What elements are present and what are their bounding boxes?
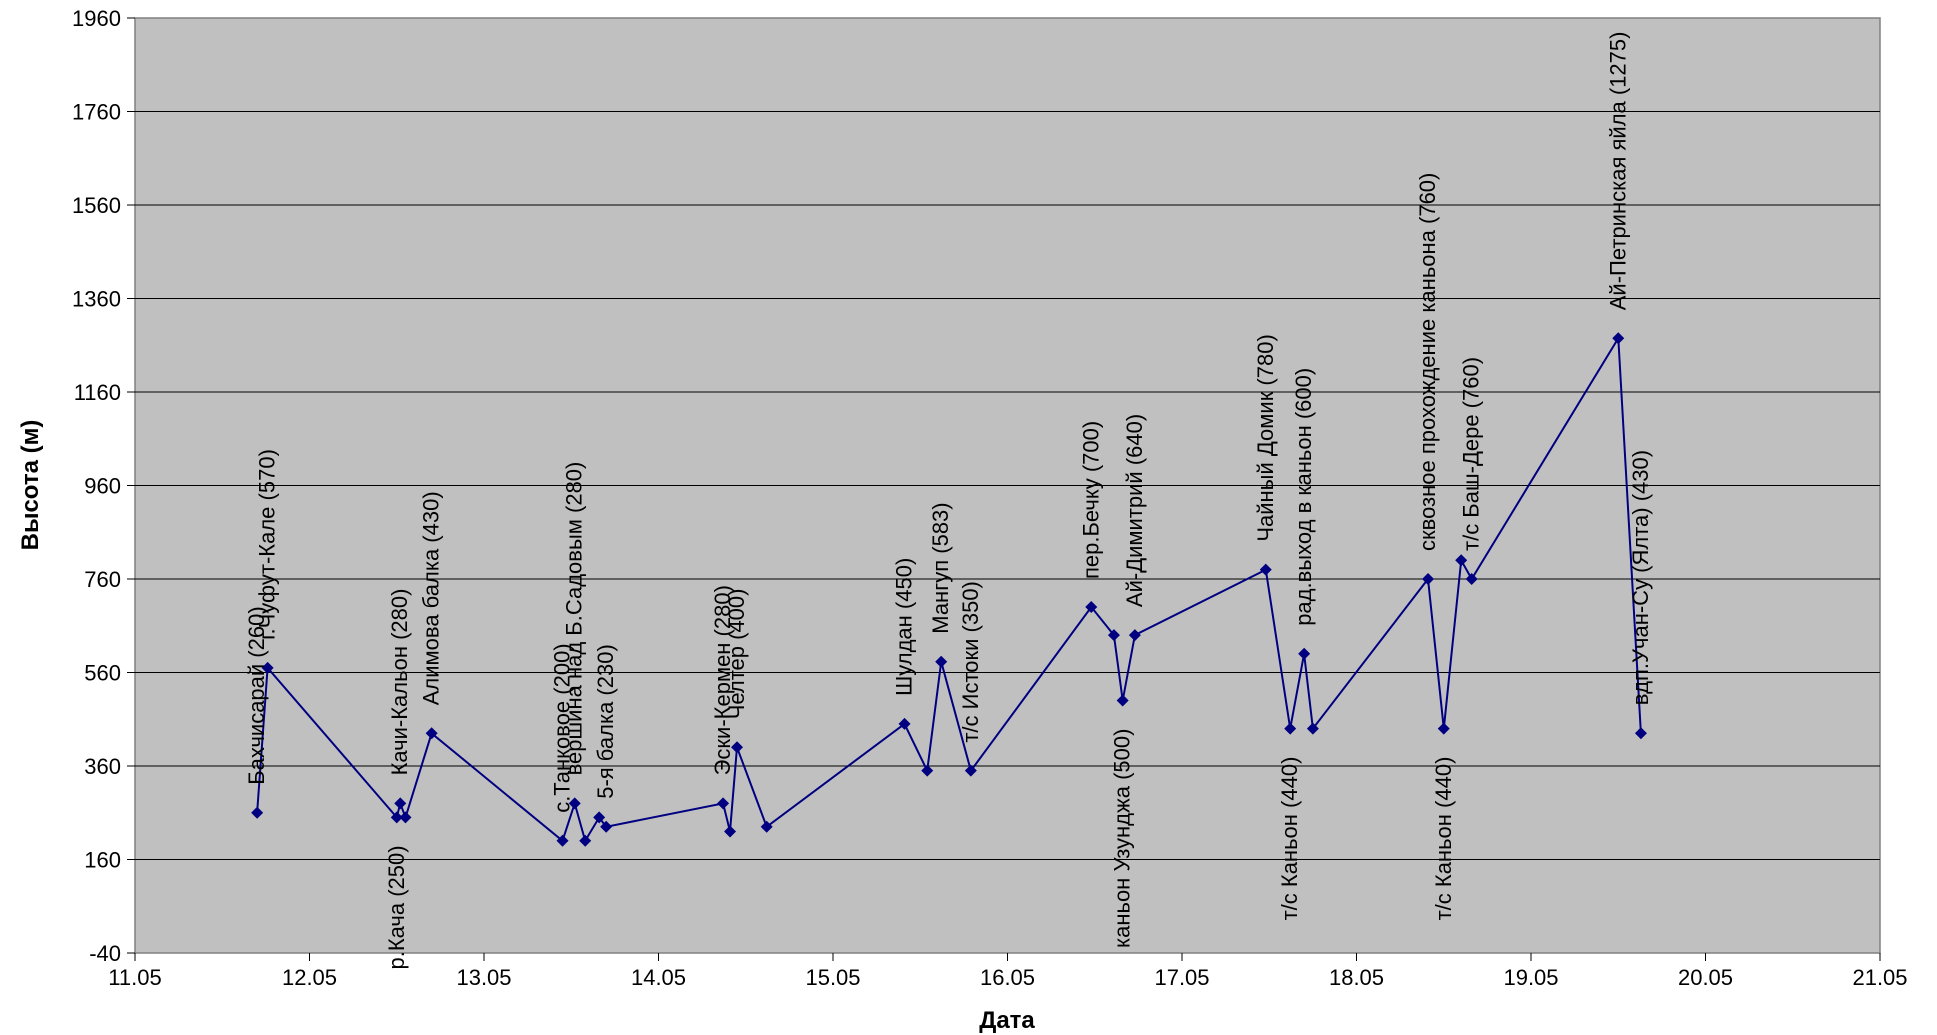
data-label: рад.выход в каньон (600) [1291,368,1316,626]
gridlines [135,111,1880,860]
y-tick-label: 160 [84,848,121,873]
data-point [964,764,977,777]
data-point [593,811,606,824]
data-label: Ай-Петринская яйла (1275) [1605,32,1630,311]
data-point [600,820,613,833]
x-tick-label: 17.05 [1154,965,1209,990]
x-tick-label: 20.05 [1678,965,1733,990]
data-label: Качи-Кальон (280) [387,589,412,776]
x-tick-label: 18.05 [1329,965,1384,990]
data-label: Шулдан (450) [892,558,917,696]
y-tick-label: 760 [84,567,121,592]
data-label: т/с Каньон (440) [1277,757,1302,921]
data-label: Ай-Димитрий (640) [1122,414,1147,607]
data-markers [251,332,1647,847]
data-point [1465,573,1478,585]
data-label: Алимова балка (430) [419,491,444,705]
data-point [251,806,264,819]
data-point [579,834,592,847]
x-axis-title: Дата [979,1007,1035,1034]
data-point [1116,694,1129,707]
data-point [556,834,569,847]
x-tick-label: 14.05 [631,965,686,990]
data-label: сквозное прохождение каньона (760) [1415,173,1440,551]
y-tick-label: 1360 [72,287,121,312]
y-tick-label: 560 [84,661,121,686]
point-labels: Бахчисарай (260)г.Чуфут-Кале (570) р.Кача… [244,32,1653,970]
data-label: Бахчисарай (260) [244,606,269,784]
data-point [390,811,403,824]
x-axis-ticks: 11.05 12.05 13.05 14.05 15.05 16.05 17.05 18.05… [108,953,1908,990]
data-point [898,717,911,730]
data-point [724,825,737,838]
x-tick-label: 12.05 [282,965,337,990]
data-point [1085,601,1098,614]
data-label: 5-я балка (230) [593,644,618,799]
data-label: Эски-Кермен (280) [710,585,735,775]
y-tick-label: 1960 [72,6,121,31]
data-point [760,820,773,833]
y-axis-ticks: -40 160 360 560 760 960 1160 1360 1560 1760 1960 [72,6,135,966]
y-tick-label: 1560 [72,193,121,218]
data-point [568,797,581,810]
y-tick-label: 960 [84,474,121,499]
data-point [1612,332,1625,345]
data-label: Чайный Домик (780) [1253,334,1278,541]
data-point [394,797,407,810]
y-tick-label: 1160 [74,380,121,405]
data-point [1128,629,1141,642]
data-point [921,764,934,777]
data-label: Челтер (400) [724,589,749,720]
data-point [1284,722,1297,735]
data-point [1634,727,1647,740]
data-point [1306,722,1319,735]
data-point [1259,563,1272,576]
data-label: т/с Каньон (440) [1431,757,1456,921]
data-point [717,797,730,810]
y-tick-label: 1760 [72,100,121,125]
data-point [935,655,948,668]
data-point [399,811,412,824]
data-point [1422,573,1435,585]
data-point [261,661,274,674]
data-label: каньон Узунджа (500) [1110,729,1135,948]
data-point [1298,647,1311,660]
data-point [1107,629,1120,642]
data-label: Мангуп (583) [928,502,953,633]
data-label: т/с Истоки (350) [958,581,983,743]
data-point [731,741,744,754]
x-tick-label: 21.05 [1852,965,1907,990]
data-point [425,727,438,740]
x-tick-label: 13.05 [456,965,511,990]
data-label: г.Чуфут-Кале (570) [255,449,280,640]
x-tick-label: 16.05 [980,965,1035,990]
y-tick-label: 360 [84,754,121,779]
data-label: т/с Баш-Дере (760) [1459,357,1484,551]
data-point [1455,554,1468,567]
x-tick-label: 15.05 [805,965,860,990]
data-point [1437,722,1450,735]
data-label: вдп.Учан-Су (Ялта) (430) [1628,450,1653,705]
data-label: пер.Бечку (700) [1078,421,1103,579]
data-label: с.Танковое (200) [550,643,575,812]
data-label: вершина над Б.Садовым (280) [562,462,587,776]
y-axis-title: Высота (м) [17,420,44,551]
x-tick-label: 19.05 [1503,965,1558,990]
data-label: р.Кача (250) [384,845,409,969]
y-tick-label: -40 [89,941,121,966]
x-tick-label: 11.05 [108,965,161,990]
